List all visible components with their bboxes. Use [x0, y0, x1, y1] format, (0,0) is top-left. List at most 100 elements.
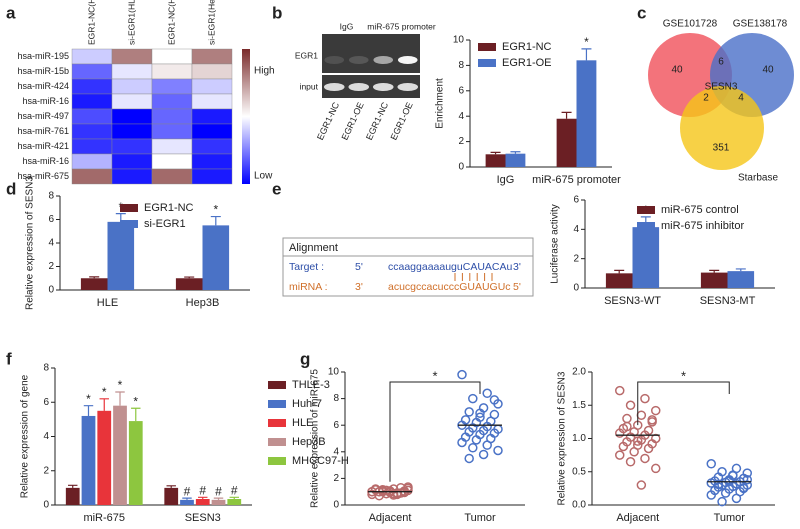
data-point — [399, 486, 410, 496]
y-tick-label: 10 — [453, 35, 465, 46]
heatmap-cell — [191, 138, 233, 155]
heatmap-cell — [71, 78, 113, 95]
heatmap-cell — [151, 153, 193, 170]
heatmap-cell — [111, 168, 153, 185]
lane-label: EGR1-NC — [364, 100, 390, 141]
significance-label: # — [184, 484, 191, 498]
x-tick-label: HLE — [97, 297, 118, 309]
bar — [605, 273, 633, 288]
y-tick-label: 1.0 — [572, 433, 586, 444]
y-axis-label: Relative expression of SESN3 — [557, 371, 568, 505]
significance-bracket — [637, 381, 730, 426]
x-tick-label: Adjacent — [369, 512, 412, 524]
data-point — [615, 385, 625, 396]
data-point — [615, 428, 625, 438]
data-point — [738, 482, 749, 493]
y-tick-label: 6 — [43, 397, 49, 408]
y-tick-label: 2 — [458, 136, 464, 147]
data-point — [651, 463, 661, 474]
bar — [128, 421, 143, 505]
row-label: hsa-miR-16 — [22, 156, 69, 166]
y-axis-label: Relative expression of miR-675 — [310, 369, 321, 508]
bar — [632, 227, 660, 288]
heatmap-cell — [191, 63, 233, 80]
y-tick-label: 1.5 — [572, 400, 586, 411]
bar — [107, 221, 135, 290]
y-tick-label: 2.0 — [572, 367, 586, 378]
colorbar-label: Low — [254, 171, 273, 182]
data-point — [464, 407, 474, 417]
y-tick-label: 4 — [333, 446, 339, 457]
x-tick-label: SESN3 — [185, 512, 221, 524]
y-tick-label: 0.5 — [572, 466, 586, 477]
data-point — [457, 437, 467, 448]
alignment-end: 5' — [513, 281, 521, 293]
blot-band-panel — [322, 75, 420, 98]
bar — [727, 271, 755, 288]
error-bar — [561, 111, 572, 119]
data-point — [457, 369, 467, 380]
column-label: EGR1-NC(Hep3B) — [166, 0, 176, 45]
alignment-row-label: Target : — [289, 261, 324, 273]
y-tick-label: 4 — [458, 111, 464, 122]
colorbar — [242, 49, 250, 184]
panel-letter: e — [272, 179, 281, 198]
data-point — [643, 443, 654, 454]
legend-swatch — [120, 204, 138, 212]
x-tick-label: miR-675 — [83, 512, 125, 524]
heatmap-cell — [191, 153, 233, 170]
error-bar — [115, 391, 125, 406]
heatmap-cell — [111, 63, 153, 80]
alignment-title: Alignment — [289, 242, 338, 254]
significance-label: # — [199, 483, 206, 497]
data-point — [464, 453, 474, 464]
legend-swatch — [637, 206, 655, 214]
significance-label: * — [213, 203, 218, 217]
blot-band — [324, 56, 345, 64]
alignment-end: 5' — [355, 261, 363, 273]
venn-set-label: GSE101728 — [663, 19, 718, 30]
venn-set-label: Starbase — [738, 173, 778, 184]
data-point — [742, 474, 752, 485]
panel-letter: a — [6, 3, 16, 22]
y-tick-label: 2 — [43, 465, 49, 476]
heatmap-cell — [71, 168, 113, 185]
legend-label: HLE — [292, 417, 313, 429]
data-point — [489, 395, 500, 405]
data-point — [713, 479, 724, 490]
legend-swatch — [268, 419, 286, 427]
y-tick-label: 2 — [48, 261, 54, 272]
venn-count: 351 — [713, 143, 730, 154]
lane-label: EGR1-NC — [315, 100, 341, 141]
y-tick-label: 4 — [43, 431, 49, 442]
row-label: hsa-miR-195 — [17, 51, 69, 61]
bar — [97, 410, 112, 505]
legend-label: EGR1-NC — [144, 202, 194, 214]
blot-band — [397, 83, 419, 91]
data-point — [647, 415, 657, 425]
data-point — [720, 488, 731, 498]
row-label: hsa-miR-16 — [22, 96, 69, 106]
blot-band — [373, 56, 394, 64]
error-bar — [198, 496, 208, 500]
x-tick-label: Tumor — [714, 512, 746, 524]
data-point — [717, 496, 727, 507]
alignment-end: 3' — [355, 281, 363, 293]
y-tick-label: 8 — [48, 191, 54, 202]
y-tick-label: 8 — [458, 60, 464, 71]
data-point — [640, 453, 650, 464]
error-bar — [184, 276, 195, 279]
heatmap-cell — [191, 93, 233, 110]
heatmap-cell — [111, 48, 153, 65]
data-point — [706, 490, 716, 500]
blot-header: IgG — [340, 21, 354, 31]
data-point — [478, 449, 489, 460]
y-tick-label: 4 — [573, 224, 579, 235]
data-point — [625, 400, 636, 410]
blot-band — [323, 83, 345, 91]
x-tick-label: Hep3B — [186, 297, 220, 309]
blot-band — [348, 56, 369, 64]
heatmap-cell — [111, 138, 153, 155]
data-point — [482, 388, 492, 399]
